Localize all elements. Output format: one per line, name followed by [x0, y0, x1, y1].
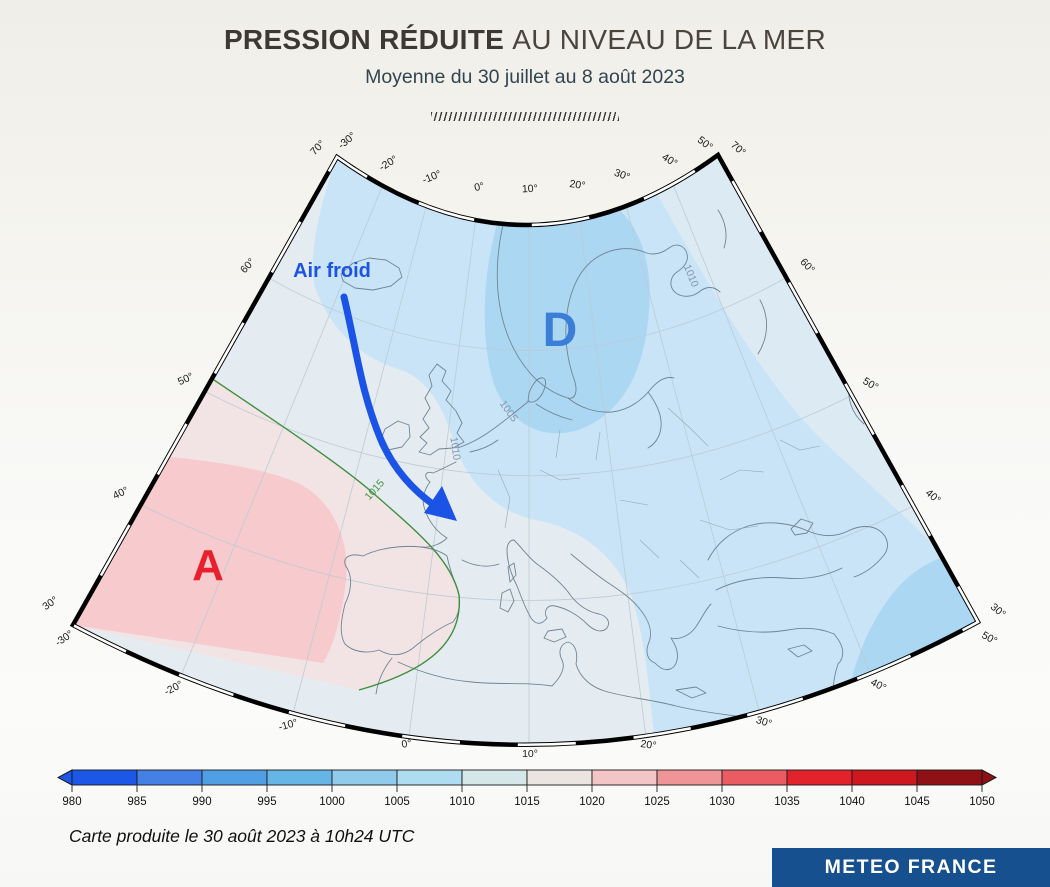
svg-text:1015: 1015: [514, 796, 540, 808]
svg-text:1035: 1035: [774, 796, 800, 808]
graticule-label-top-4: 10°: [522, 183, 538, 196]
graticule-label-right-3: 40°: [923, 487, 943, 506]
graticule-label-top-1: -20°: [377, 153, 400, 173]
graticule-label-top-5: 20°: [569, 178, 586, 192]
graticule-label-left-0: 70°: [308, 138, 328, 158]
svg-text:980: 980: [62, 796, 81, 808]
svg-text:1010: 1010: [449, 796, 475, 808]
colorbar-left-arrow: [56, 769, 73, 786]
pressure-colorbar: 980 985 990 995 1000 1005 1010 1015 1020…: [56, 765, 1007, 816]
low-pressure-label: D: [543, 304, 578, 357]
cold-air-label: Air froid: [293, 260, 371, 282]
page-title-strong: PRESSION RÉDUITE: [223, 24, 505, 55]
graticule-label-right-4: 30°: [988, 601, 1008, 620]
graticule-label-bottom-8: 50°: [980, 629, 1000, 647]
graticule-label-right-0: 70°: [728, 139, 748, 159]
graticule-label-bottom-3: 0°: [401, 737, 413, 750]
hatched-divider: [431, 112, 619, 121]
graticule-label-left-3: 40°: [111, 484, 130, 502]
graticule-label-top-3: 0°: [473, 180, 485, 194]
graticule-label-left-1: 60°: [238, 256, 258, 276]
country-borders: [497, 407, 821, 579]
graticule-label-top-8: 50°: [695, 134, 715, 153]
band-dark-southeast: [846, 556, 978, 703]
svg-text:995: 995: [257, 796, 276, 808]
band-medium-blue: [312, 155, 978, 745]
meteo-france-logo: METEO FRANCE: [772, 848, 1050, 887]
graticule-label-bottom-2: -10°: [277, 717, 299, 734]
graticule-label-left-4: 30°: [40, 594, 60, 613]
graticule-label-bottom-6: 30°: [755, 714, 774, 730]
svg-text:990: 990: [192, 796, 211, 808]
cold-air-arrow: [340, 293, 457, 521]
colorbar-svg: 980 985 990 995 1000 1005 1010 1015 1020…: [56, 769, 998, 808]
svg-text:1045: 1045: [904, 796, 930, 808]
graticule-label-bottom-5: 20°: [640, 738, 657, 752]
production-caption: Carte produite le 30 août 2023 à 10h24 U…: [69, 826, 415, 846]
graticule-label-left-2: 50°: [176, 370, 195, 388]
svg-text:1000: 1000: [319, 796, 345, 808]
pressure-bands: [73, 155, 978, 745]
svg-text:1020: 1020: [579, 796, 605, 808]
band-pale-northeast: [655, 155, 948, 560]
graticule-label-top-6: 30°: [613, 167, 632, 184]
graticule-label-bottom-0: -30°: [53, 628, 76, 649]
svg-text:1030: 1030: [709, 796, 735, 808]
colorbar-tick-labels: 980 985 990 995 1000 1005 1010 1015 1020…: [62, 796, 994, 808]
meteo-france-logo-text: METEO FRANCE: [824, 856, 998, 878]
graticule-label-top-0: -30°: [336, 130, 359, 152]
graticule-label-bottom-1: -20°: [162, 679, 185, 699]
graticule-label-top-2: -10°: [421, 168, 443, 186]
colorbar-cells: [71, 769, 983, 786]
coastlines: [340, 195, 888, 722]
svg-text:985: 985: [127, 796, 146, 808]
page-subtitle: Moyenne du 30 juillet au 8 août 2023: [365, 66, 685, 88]
svg-text:1050: 1050: [969, 796, 995, 808]
svg-text:1025: 1025: [644, 796, 670, 808]
contour-label-1010-west: 1010: [447, 436, 462, 461]
svg-text:1040: 1040: [839, 796, 865, 808]
graticule-label-top-7: 40°: [660, 151, 680, 170]
svg-text:1005: 1005: [384, 796, 410, 808]
map-frame: [69, 151, 982, 747]
graticule-label-bottom-4: 10°: [522, 748, 538, 760]
colorbar-right-arrow: [981, 769, 998, 786]
page-title: PRESSION RÉDUITE AU NIVEAU DE LA MER: [0, 24, 1050, 56]
contour-1015-line: [213, 379, 460, 691]
colorbar-ticks: [71, 785, 983, 792]
graticule-label-right-2: 50°: [861, 375, 881, 393]
graticule-label-right-1: 60°: [797, 256, 817, 276]
graticule-lines: [124, 166, 928, 745]
high-pressure-label: A: [192, 541, 224, 590]
graticule-label-bottom-7: 40°: [869, 676, 889, 694]
page-title-light: AU NIVEAU DE LA MER: [512, 24, 827, 55]
